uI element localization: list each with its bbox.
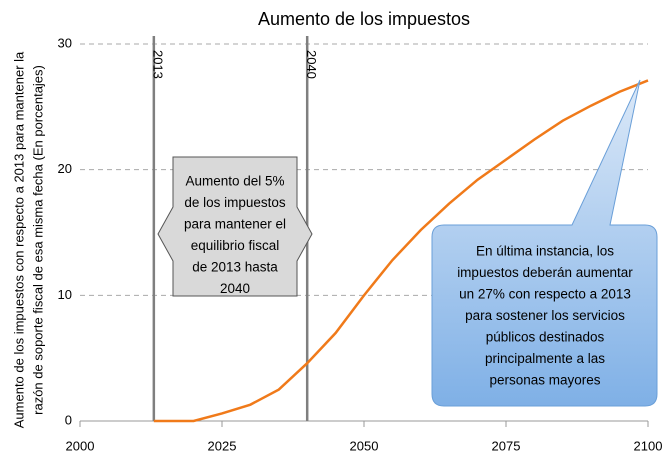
annotation-text: 2040 [220,281,250,296]
annotation-text: para mantener el [184,217,286,232]
annotation-text: públicos destinados [486,330,605,345]
callout [431,79,658,407]
annotation-text: de 2013 hasta [192,260,278,275]
y-label-line: Aumento de los impuestos con respecto a … [11,51,26,428]
annotation-text: equilibrio fiscal [191,238,280,253]
data-line [153,79,649,423]
annotation-text: En última instancia, los [476,244,614,259]
x-tick-label: 2000 [66,438,95,453]
vertical-marker-label: 2013 [150,50,165,79]
y-label-line: razón de soporte fiscal de esa misma fec… [30,65,45,415]
x-tick-label: 2100 [634,438,663,453]
x-tick-label: 2075 [492,438,521,453]
annotation-text: Aumento del 5% [185,174,284,189]
annotation-text: principalmente a las [485,351,605,366]
y-tick-label: 10 [58,287,72,302]
annotation-text: personas mayores [489,373,600,388]
x-tick-label: 2025 [208,438,237,453]
chart-title: Aumento de los impuestos [258,9,470,29]
annotation-text: para sostener los servicios [465,308,625,323]
vertical-marker-label: 2040 [304,50,319,79]
y-axis-label: Aumento de los impuestos con respecto a … [11,51,45,428]
x-tick-label: 2050 [350,438,379,453]
annotation-box [157,156,313,297]
y-tick-label: 20 [58,161,72,176]
annotation-text: un 27% con respecto a 2013 [459,287,631,302]
y-tick-label: 30 [58,35,72,50]
y-tick-label: 0 [65,412,72,427]
annotation-text: impuestos deberán aumentar [457,265,633,280]
annotation-text: de los impuestos [184,195,286,210]
